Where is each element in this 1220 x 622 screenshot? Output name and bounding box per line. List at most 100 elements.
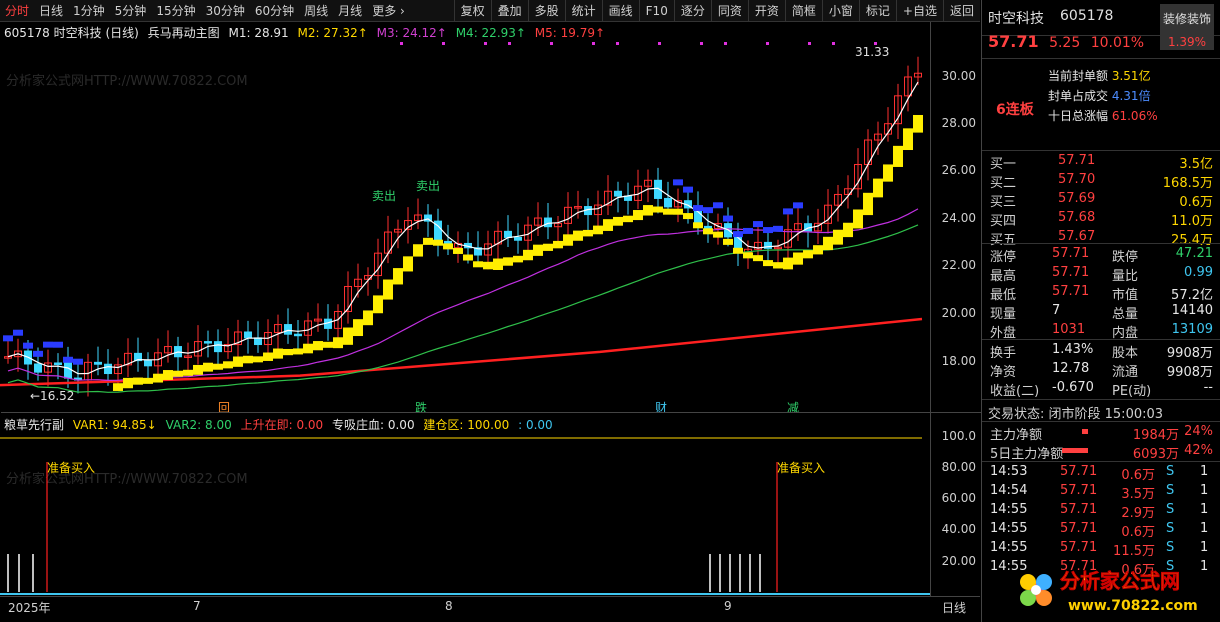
stat-cell: 7 xyxy=(1052,303,1061,318)
period-tab[interactable]: 1分钟 xyxy=(73,4,105,18)
order-row[interactable]: 买四 57.68 11.0万 xyxy=(982,208,1220,229)
ma3-line xyxy=(7,208,919,382)
stat-cell: 57.2亿 xyxy=(1171,288,1213,303)
y-tick: 100.0 xyxy=(941,429,976,443)
event-marker[interactable]: 回 xyxy=(218,401,230,412)
order-row[interactable]: 买二 57.70 168.5万 xyxy=(982,170,1220,191)
formula-name[interactable]: 兵马再动主图 xyxy=(147,26,220,40)
tick-list[interactable]: 14:53 57.71 0.6万 S 1 14:54 57.71 3.5万 S 1 14:55 57.… xyxy=(982,461,1220,578)
tool-button[interactable]: 逐分 xyxy=(673,0,711,22)
tool-button[interactable]: 统计 xyxy=(564,0,602,22)
tool-button[interactable]: 小窗 xyxy=(821,0,859,22)
order-row[interactable]: 买一 57.71 3.5亿 xyxy=(982,151,1220,172)
legend-build: 建仓区: 100.00 xyxy=(423,418,510,432)
period-tab[interactable]: 5分钟 xyxy=(114,4,147,18)
sell-signal-2: 卖出 xyxy=(416,179,440,193)
buy-signal-label-2: 准备买入 xyxy=(777,461,825,475)
flow-cell: 主力净额 xyxy=(990,428,1043,443)
tick-row: 14:55 57.71 2.9万 S 1 xyxy=(982,500,1220,521)
period-tab[interactable]: 月线 xyxy=(338,4,363,18)
tick-price: 57.71 xyxy=(1060,464,1098,479)
tick-time: 14:53 xyxy=(990,464,1028,479)
tool-button[interactable]: 简框 xyxy=(784,0,822,22)
tool-button[interactable]: +自选 xyxy=(895,0,943,22)
y-tick: 22.00 xyxy=(941,258,976,272)
quote-header: 时空科技 605178 装修装饰 1.39% 57.71 5.25 10.01% xyxy=(982,0,1220,51)
stat-cell: -0.670 xyxy=(1052,380,1094,395)
indicator-chart[interactable]: 准备买入 准备买入 xyxy=(0,432,930,596)
tool-button[interactable]: 叠加 xyxy=(490,0,528,22)
stat-cell: 流通 xyxy=(1112,365,1139,380)
tool-button[interactable]: 复权 xyxy=(453,0,491,22)
stat-cell: 1.43% xyxy=(1052,342,1094,357)
order-volume: 3.5亿 xyxy=(1179,157,1213,172)
y-tick: 30.00 xyxy=(941,69,976,83)
period-tab[interactable]: 周线 xyxy=(304,4,329,18)
x-tick: 9 xyxy=(724,599,732,613)
seal-amount: 3.51亿 xyxy=(1111,69,1151,83)
sector-name: 装修装饰 xyxy=(1162,12,1211,26)
period-tab[interactable]: 分时 xyxy=(5,4,30,18)
main-chart-legend: 605178 时空科技 (日线) 兵马再动主图 M1: 28.91 M2: 27… xyxy=(4,24,610,40)
ten-day-label: 十日总涨幅 xyxy=(1048,109,1109,123)
period-tab[interactable]: 更多 › xyxy=(372,4,405,18)
stat-cell: 净资 xyxy=(990,365,1017,380)
y-tick: 20.00 xyxy=(941,306,976,320)
tick-n: 1 xyxy=(1200,540,1209,555)
tool-button[interactable]: 标记 xyxy=(858,0,896,22)
y-tick: 80.00 xyxy=(941,460,976,474)
stat-row: 最高 57.71 量比 0.99 xyxy=(982,263,1220,284)
watermark: 分析家公式网HTTP://WWW.70822.COM xyxy=(6,472,248,487)
tool-button[interactable]: 多股 xyxy=(527,0,565,22)
seal-ratio-label: 封单占成交 xyxy=(1048,89,1109,103)
order-row[interactable]: 买五 57.67 25.4万 xyxy=(982,227,1220,248)
tick-vol: 0.6万 xyxy=(1121,525,1155,540)
tool-button[interactable]: 返回 xyxy=(942,0,980,22)
order-label: 买五 xyxy=(990,233,1017,248)
seal-amount-label: 当前封单额 xyxy=(1048,69,1109,83)
stat-cell: PE(动) xyxy=(1112,384,1152,399)
tick-side: S xyxy=(1166,521,1175,536)
watermark: 分析家公式网HTTP://WWW.70822.COM xyxy=(6,74,248,89)
kline-chart[interactable]: 卖出 卖出 31.33 ←16.52 回 跌 财 减 xyxy=(0,40,930,412)
event-marker[interactable]: 跌 xyxy=(415,400,427,412)
limit-streak: 6连板 xyxy=(996,102,1034,118)
y-tick: 60.00 xyxy=(941,491,976,505)
tool-button[interactable]: F10 xyxy=(638,0,674,22)
period-toolbar: 分时 日线 1分钟 5分钟 15分钟 30分钟 60分钟 周线 月线 更多 › 复权 叠加 多股 统计画… xyxy=(0,0,980,22)
period-tab[interactable]: 日线 xyxy=(39,4,64,18)
stat-cell: 股本 xyxy=(1112,346,1139,361)
period-label[interactable]: 日线 xyxy=(942,601,967,615)
stats-table: 涨停 57.71 跌停 47.21 最高 57.71 量比 0.99 最低 57.71 市值 57.2… xyxy=(982,243,1220,341)
price-change: 5.25 xyxy=(1049,35,1081,51)
tick-row: 14:55 57.71 0.6万 S 1 xyxy=(982,519,1220,540)
period-tab[interactable]: 15分钟 xyxy=(156,4,196,18)
period-tab[interactable]: 60分钟 xyxy=(254,4,295,18)
price-change-pct: 10.01% xyxy=(1090,35,1145,51)
flower-icon xyxy=(1020,574,1052,606)
period-tab[interactable]: 30分钟 xyxy=(205,4,245,18)
site-logo: 分析家公式网 www.70822.com xyxy=(1020,569,1198,614)
event-marker[interactable]: 财 xyxy=(655,401,667,412)
sector-badge[interactable]: 装修装饰 1.39% xyxy=(1160,4,1214,50)
tick-side: S xyxy=(1166,540,1175,555)
tool-button[interactable]: 画线 xyxy=(601,0,639,22)
ma1-line xyxy=(7,81,919,375)
stat-cell: 1031 xyxy=(1052,322,1086,337)
tick-price: 57.71 xyxy=(1060,540,1098,555)
candlesticks xyxy=(4,56,922,397)
logo-url: www.70822.com xyxy=(1068,598,1198,614)
order-row[interactable]: 买三 57.69 0.6万 xyxy=(982,189,1220,210)
flow-row: 主力净额 1984万 24% xyxy=(982,422,1220,443)
tool-button[interactable]: 同资 xyxy=(710,0,748,22)
stat-cell: 47.21 xyxy=(1175,246,1213,261)
tool-button[interactable]: 开资 xyxy=(747,0,785,22)
flow-bar xyxy=(1062,448,1088,453)
limit-up-info: 6连板 当前封单额 3.51亿 封单占成交 4.31倍 十日总涨幅 61.06% xyxy=(982,58,1220,150)
event-marker[interactable]: 减 xyxy=(787,401,799,412)
stat-row: 现量 7 总量 14140 xyxy=(982,301,1220,322)
legend-m3: M3: 24.12↑ xyxy=(376,26,447,40)
legend-m5: M5: 19.79↑ xyxy=(534,26,606,40)
order-price: 57.70 xyxy=(1058,172,1096,187)
sub-formula-name[interactable]: 粮草先行副 xyxy=(4,418,65,432)
